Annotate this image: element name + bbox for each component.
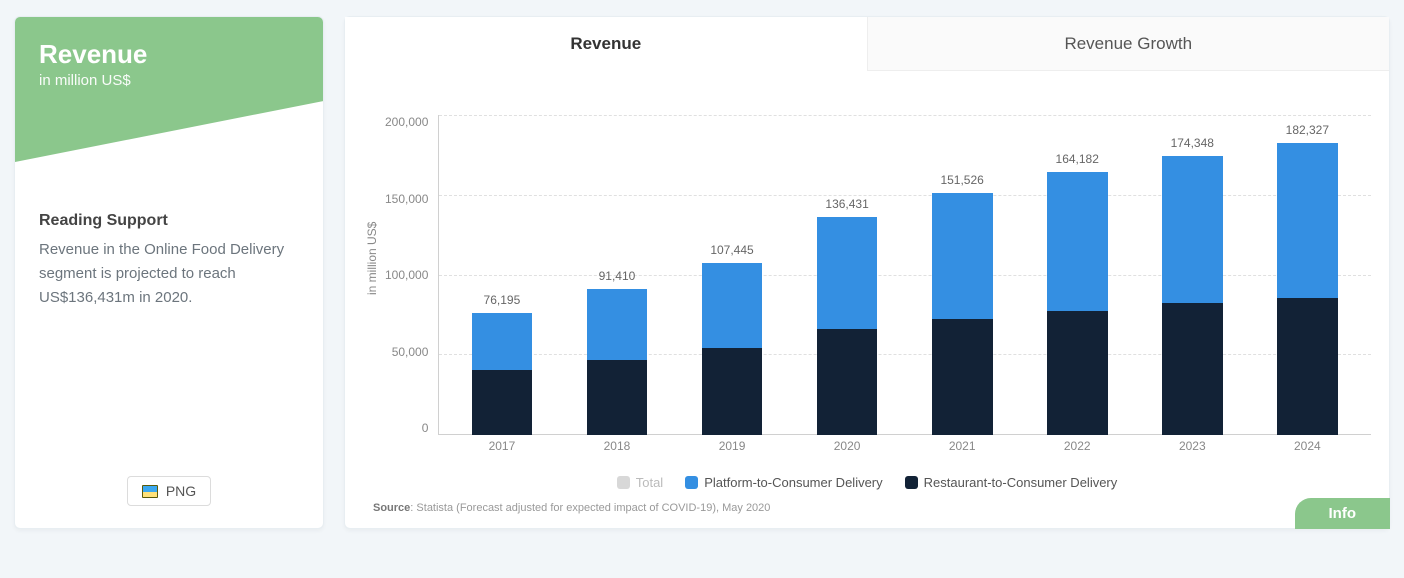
chart-panel: Revenue Revenue Growth in million US$ 20… bbox=[344, 16, 1390, 529]
bar-total-label: 136,431 bbox=[825, 197, 868, 211]
x-tick: 2017 bbox=[456, 439, 548, 453]
bar-segment-platform bbox=[702, 263, 763, 348]
bar-segment-restaurant bbox=[932, 319, 993, 435]
reading-support-text: Revenue in the Online Food Delivery segm… bbox=[39, 238, 299, 310]
legend: Total Platform-to-Consumer Delivery Restau… bbox=[345, 463, 1389, 496]
y-tick: 150,000 bbox=[385, 192, 428, 206]
bar-total-label: 107,445 bbox=[710, 243, 753, 257]
bar-stack[interactable] bbox=[817, 217, 878, 435]
card-footer: PNG bbox=[15, 460, 323, 528]
x-tick: 2021 bbox=[916, 439, 1008, 453]
export-png-label: PNG bbox=[166, 483, 196, 499]
x-tick: 2020 bbox=[801, 439, 893, 453]
y-tick: 100,000 bbox=[385, 268, 428, 282]
card-body: Reading Support Revenue in the Online Fo… bbox=[15, 162, 323, 460]
bar-segment-platform bbox=[587, 289, 648, 360]
bar-segment-platform bbox=[1047, 172, 1108, 310]
bar-segment-restaurant bbox=[702, 348, 763, 435]
image-icon bbox=[142, 485, 158, 498]
reading-support-heading: Reading Support bbox=[39, 212, 299, 230]
bar-segment-platform bbox=[472, 313, 533, 370]
tab-revenue[interactable]: Revenue bbox=[345, 17, 867, 71]
bar-stack[interactable] bbox=[472, 313, 533, 435]
bar-segment-platform bbox=[1162, 156, 1223, 303]
y-axis-label: in million US$ bbox=[363, 81, 381, 435]
bar-total-label: 182,327 bbox=[1286, 123, 1329, 137]
card-header: Revenue in million US$ bbox=[15, 17, 323, 162]
bar-stack[interactable] bbox=[932, 193, 993, 435]
x-tick: 2018 bbox=[571, 439, 663, 453]
revenue-card: Revenue in million US$ Reading Support R… bbox=[14, 16, 324, 529]
legend-item[interactable]: Total bbox=[617, 475, 663, 490]
legend-label: Platform-to-Consumer Delivery bbox=[704, 475, 882, 490]
source-line: Source: Statista (Forecast adjusted for … bbox=[345, 496, 1389, 528]
legend-item[interactable]: Restaurant-to-Consumer Delivery bbox=[905, 475, 1118, 490]
bar-total-label: 164,182 bbox=[1056, 152, 1099, 166]
x-axis-labels: 2017 2018 2019 2020 2021 2022 2023 2024 bbox=[438, 439, 1371, 453]
bar-segment-platform bbox=[932, 193, 993, 319]
bar-column: 151,526 bbox=[916, 193, 1008, 435]
bar-stack[interactable] bbox=[587, 289, 648, 435]
legend-swatch bbox=[617, 476, 630, 489]
y-axis-ticks: 200,000 150,000 100,000 50,000 0 bbox=[385, 115, 438, 435]
bar-total-label: 91,410 bbox=[599, 269, 636, 283]
bar-stack[interactable] bbox=[1162, 156, 1223, 435]
legend-swatch bbox=[905, 476, 918, 489]
bar-total-label: 174,348 bbox=[1171, 136, 1214, 150]
bar-total-label: 76,195 bbox=[484, 293, 521, 307]
source-text: Statista (Forecast adjusted for expected… bbox=[416, 502, 770, 514]
bar-column: 174,348 bbox=[1146, 156, 1238, 435]
bar-segment-restaurant bbox=[587, 360, 648, 435]
bar-stack[interactable] bbox=[702, 263, 763, 435]
bar-segment-platform bbox=[817, 217, 878, 329]
bar-column: 136,431 bbox=[801, 217, 893, 435]
bars-container: 76,19591,410107,445136,431151,526164,182… bbox=[438, 115, 1371, 435]
bar-stack[interactable] bbox=[1047, 172, 1108, 435]
bar-segment-restaurant bbox=[1162, 303, 1223, 435]
info-button[interactable]: Info bbox=[1295, 498, 1391, 529]
legend-label: Total bbox=[636, 475, 663, 490]
legend-swatch bbox=[685, 476, 698, 489]
bar-stack[interactable] bbox=[1277, 143, 1338, 435]
chart-area: in million US$ 200,000 150,000 100,000 50,0… bbox=[345, 71, 1389, 463]
tab-revenue-growth[interactable]: Revenue Growth bbox=[867, 17, 1390, 71]
bar-total-label: 151,526 bbox=[940, 173, 983, 187]
bar-segment-restaurant bbox=[472, 370, 533, 435]
bar-column: 107,445 bbox=[686, 263, 778, 435]
legend-item[interactable]: Platform-to-Consumer Delivery bbox=[685, 475, 882, 490]
source-label: Source bbox=[373, 502, 410, 514]
tabs: Revenue Revenue Growth bbox=[345, 17, 1389, 71]
plot-area: 76,19591,410107,445136,431151,526164,182… bbox=[438, 81, 1371, 463]
card-title: Revenue bbox=[39, 39, 299, 70]
bar-segment-restaurant bbox=[1277, 298, 1338, 435]
bar-column: 164,182 bbox=[1031, 172, 1123, 435]
x-tick: 2022 bbox=[1031, 439, 1123, 453]
bar-column: 91,410 bbox=[571, 289, 663, 435]
y-tick: 0 bbox=[422, 421, 429, 435]
y-tick: 50,000 bbox=[392, 345, 429, 359]
card-unit: in million US$ bbox=[39, 72, 299, 89]
export-png-button[interactable]: PNG bbox=[127, 476, 211, 506]
bar-segment-restaurant bbox=[817, 329, 878, 435]
bar-column: 182,327 bbox=[1261, 143, 1353, 435]
legend-label: Restaurant-to-Consumer Delivery bbox=[924, 475, 1118, 490]
x-tick: 2024 bbox=[1261, 439, 1353, 453]
x-tick: 2019 bbox=[686, 439, 778, 453]
bar-column: 76,195 bbox=[456, 313, 548, 435]
bar-segment-restaurant bbox=[1047, 311, 1108, 435]
x-tick: 2023 bbox=[1146, 439, 1238, 453]
bar-segment-platform bbox=[1277, 143, 1338, 297]
y-tick: 200,000 bbox=[385, 115, 428, 129]
